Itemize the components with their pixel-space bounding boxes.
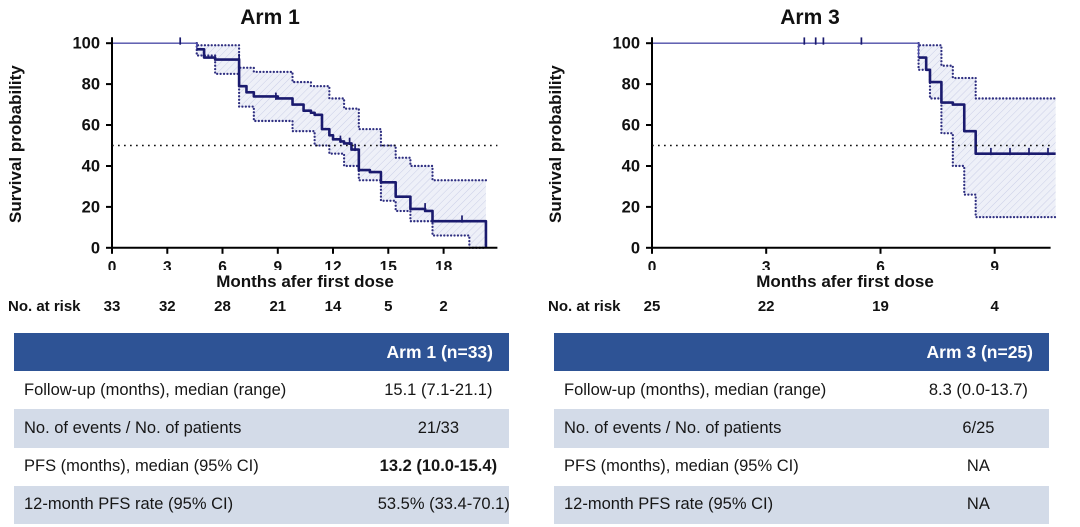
svg-text:15: 15 xyxy=(380,259,398,270)
svg-text:60: 60 xyxy=(622,117,640,135)
svg-text:20: 20 xyxy=(82,198,100,216)
svg-text:20: 20 xyxy=(622,198,640,216)
svg-text:100: 100 xyxy=(612,35,640,53)
svg-text:80: 80 xyxy=(622,76,640,94)
svg-text:12: 12 xyxy=(324,259,341,270)
svg-text:0: 0 xyxy=(648,259,657,270)
svg-text:40: 40 xyxy=(82,158,100,176)
svg-text:6: 6 xyxy=(218,259,227,270)
svg-text:9: 9 xyxy=(273,259,282,270)
svg-text:0: 0 xyxy=(108,259,117,270)
svg-text:3: 3 xyxy=(163,259,172,270)
svg-text:100: 100 xyxy=(72,35,100,53)
svg-text:40: 40 xyxy=(622,158,640,176)
svg-text:3: 3 xyxy=(762,259,771,270)
svg-text:0: 0 xyxy=(91,239,100,257)
svg-text:18: 18 xyxy=(435,259,453,270)
svg-text:80: 80 xyxy=(82,76,100,94)
svg-text:60: 60 xyxy=(82,117,100,135)
svg-text:6: 6 xyxy=(876,259,885,270)
svg-text:0: 0 xyxy=(631,239,640,257)
svg-text:9: 9 xyxy=(990,259,999,270)
